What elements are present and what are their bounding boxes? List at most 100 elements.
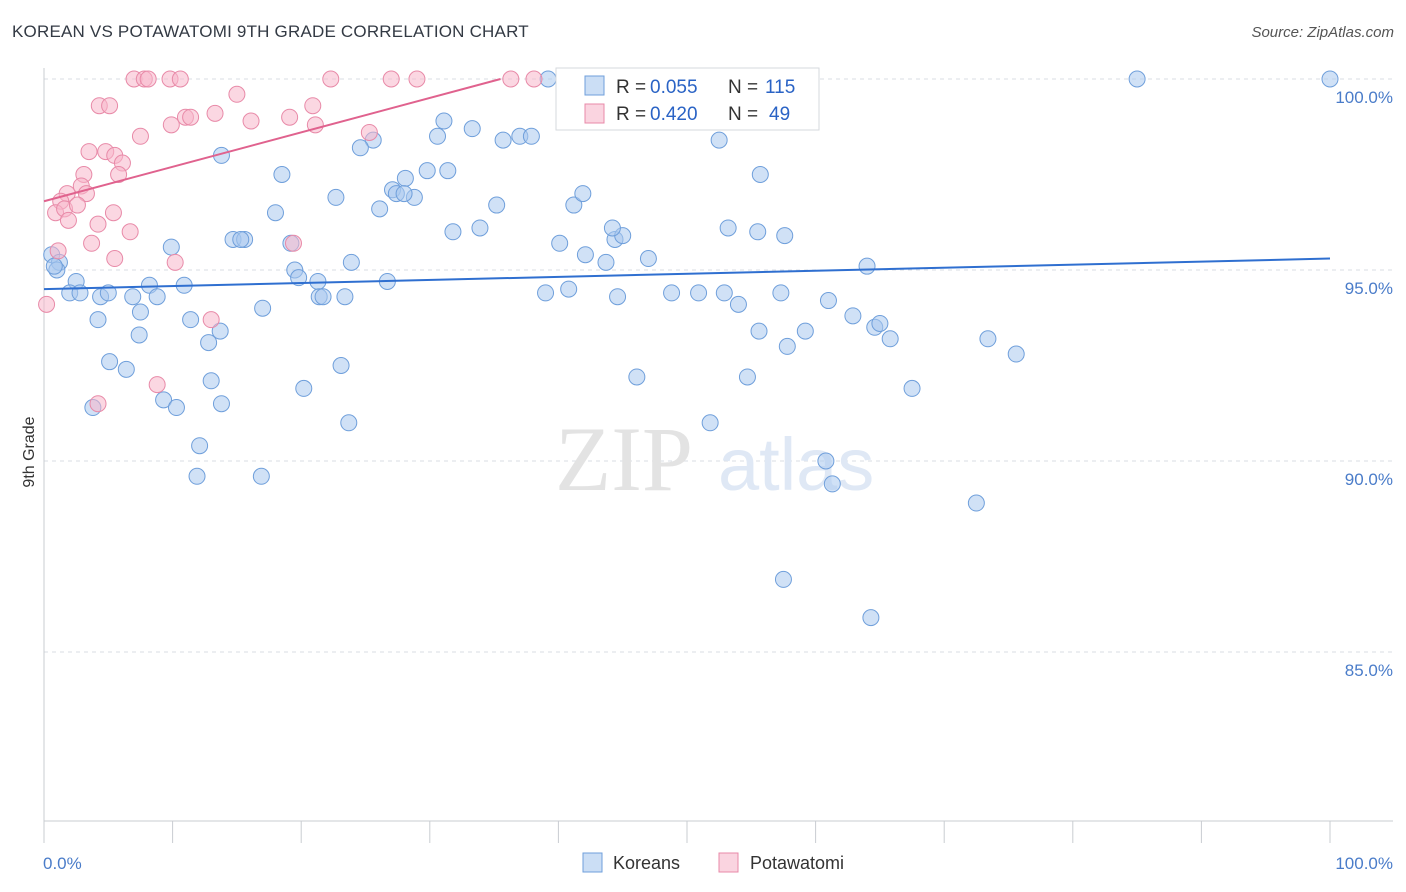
korean-point[interactable] xyxy=(252,467,270,485)
potawatomi-point[interactable] xyxy=(242,112,260,130)
potawatomi-point[interactable] xyxy=(38,295,56,313)
korean-point[interactable] xyxy=(701,414,719,432)
korean-point[interactable] xyxy=(290,269,308,287)
korean-point[interactable] xyxy=(903,379,921,397)
korean-point[interactable] xyxy=(719,219,737,237)
korean-point[interactable] xyxy=(202,372,220,390)
korean-point[interactable] xyxy=(167,399,185,417)
korean-point[interactable] xyxy=(858,257,876,275)
korean-point[interactable] xyxy=(188,467,206,485)
korean-point[interactable] xyxy=(776,227,794,245)
korean-point[interactable] xyxy=(148,288,166,306)
korean-point[interactable] xyxy=(371,200,389,218)
korean-point[interactable] xyxy=(314,288,332,306)
korean-point[interactable] xyxy=(663,284,681,302)
korean-point[interactable] xyxy=(862,609,880,627)
korean-point[interactable] xyxy=(690,284,708,302)
korean-point[interactable] xyxy=(817,452,835,470)
korean-point[interactable] xyxy=(130,326,148,344)
potawatomi-point[interactable] xyxy=(166,253,184,271)
korean-point[interactable] xyxy=(336,288,354,306)
korean-point[interactable] xyxy=(967,494,985,512)
potawatomi-point[interactable] xyxy=(284,234,302,252)
potawatomi-point[interactable] xyxy=(89,395,107,413)
korean-point[interactable] xyxy=(471,219,489,237)
korean-point[interactable] xyxy=(254,299,272,317)
potawatomi-point[interactable] xyxy=(281,108,299,126)
korean-point[interactable] xyxy=(1007,345,1025,363)
korean-point[interactable] xyxy=(881,330,899,348)
potawatomi-point[interactable] xyxy=(139,70,157,88)
potawatomi-point[interactable] xyxy=(101,97,119,115)
potawatomi-point[interactable] xyxy=(49,242,67,260)
potawatomi-point[interactable] xyxy=(80,143,98,161)
korean-point[interactable] xyxy=(574,185,592,203)
potawatomi-point[interactable] xyxy=(382,70,400,88)
korean-point[interactable] xyxy=(266,204,284,222)
potawatomi-point[interactable] xyxy=(89,215,107,233)
korean-point[interactable] xyxy=(45,257,63,275)
korean-point[interactable] xyxy=(522,127,540,145)
korean-point[interactable] xyxy=(979,330,997,348)
korean-point[interactable] xyxy=(273,166,291,183)
bottom-legend-label-potawatomi[interactable]: Potawatomi xyxy=(750,853,844,873)
korean-point[interactable] xyxy=(738,368,756,386)
potawatomi-point[interactable] xyxy=(408,70,426,88)
korean-point[interactable] xyxy=(327,188,345,206)
korean-point[interactable] xyxy=(576,246,594,264)
korean-point[interactable] xyxy=(351,139,369,157)
potawatomi-point[interactable] xyxy=(360,123,378,141)
korean-point[interactable] xyxy=(101,353,119,371)
korean-point[interactable] xyxy=(117,360,135,378)
korean-point[interactable] xyxy=(295,379,313,397)
potawatomi-point[interactable] xyxy=(121,223,139,241)
potawatomi-point[interactable] xyxy=(148,376,166,394)
korean-point[interactable] xyxy=(429,127,447,145)
potawatomi-point[interactable] xyxy=(206,104,224,122)
korean-point[interactable] xyxy=(597,253,615,271)
korean-point[interactable] xyxy=(340,414,358,432)
korean-point[interactable] xyxy=(565,196,583,214)
korean-point[interactable] xyxy=(182,311,200,329)
korean-point[interactable] xyxy=(871,314,889,332)
korean-point[interactable] xyxy=(774,570,792,588)
korean-point[interactable] xyxy=(332,357,350,374)
korean-point[interactable] xyxy=(772,284,790,302)
bottom-legend-swatch-koreans[interactable] xyxy=(582,852,603,873)
potawatomi-point[interactable] xyxy=(525,70,543,88)
korean-point[interactable] xyxy=(819,292,837,310)
korean-point[interactable] xyxy=(1128,70,1146,88)
korean-point[interactable] xyxy=(749,223,767,241)
potawatomi-point[interactable] xyxy=(68,196,86,214)
potawatomi-point[interactable] xyxy=(83,234,101,252)
korean-point[interactable] xyxy=(342,253,360,271)
potawatomi-point[interactable] xyxy=(171,70,189,88)
korean-point[interactable] xyxy=(395,185,413,203)
potawatomi-point[interactable] xyxy=(131,127,149,145)
korean-point[interactable] xyxy=(628,368,646,386)
korean-point[interactable] xyxy=(435,112,453,130)
korean-point[interactable] xyxy=(211,322,229,340)
korean-point[interactable] xyxy=(537,284,555,302)
potawatomi-point[interactable] xyxy=(322,70,340,88)
bottom-legend-label-koreans[interactable]: Koreans xyxy=(613,853,680,873)
potawatomi-point[interactable] xyxy=(502,70,520,88)
korean-point[interactable] xyxy=(131,303,149,321)
korean-point[interactable] xyxy=(155,391,173,409)
korean-point[interactable] xyxy=(191,437,209,455)
potawatomi-point[interactable] xyxy=(110,166,128,183)
korean-point[interactable] xyxy=(750,322,768,340)
korean-point[interactable] xyxy=(124,288,142,306)
korean-point[interactable] xyxy=(778,337,796,355)
korean-point[interactable] xyxy=(796,322,814,340)
korean-point[interactable] xyxy=(200,334,218,352)
korean-point[interactable] xyxy=(232,230,250,248)
korean-point[interactable] xyxy=(89,311,107,329)
korean-point[interactable] xyxy=(439,162,457,180)
korean-point[interactable] xyxy=(488,196,506,214)
korean-point[interactable] xyxy=(710,131,728,149)
korean-point[interactable] xyxy=(418,162,436,180)
korean-point[interactable] xyxy=(99,284,117,302)
korean-point[interactable] xyxy=(551,234,569,252)
korean-point[interactable] xyxy=(844,307,862,325)
